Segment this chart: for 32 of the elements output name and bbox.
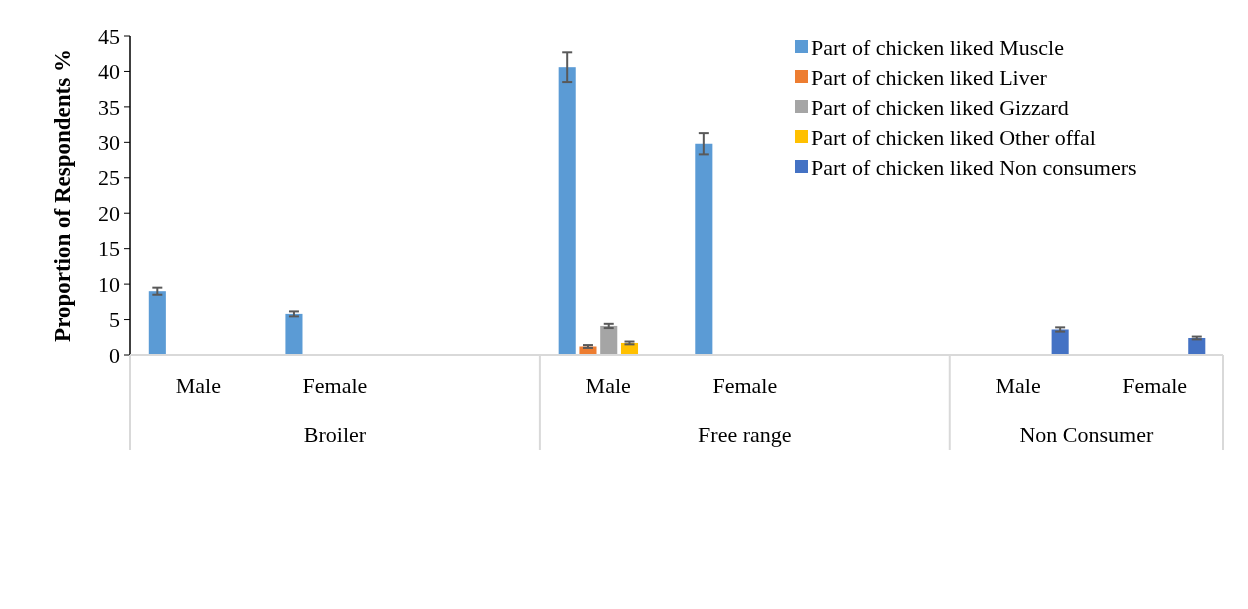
x-tick-label: Male [175, 373, 221, 398]
y-axis-title: Proportion of Respondents % [50, 49, 75, 342]
bar [148, 291, 166, 355]
y-tick-label: 20 [98, 200, 120, 226]
bar [600, 325, 618, 355]
x-tick-label: Female [1122, 373, 1188, 398]
y-tick-label: 40 [98, 59, 120, 85]
bar [1051, 329, 1069, 355]
y-tick-label: 45 [98, 23, 120, 49]
x-tick-label: Male [585, 373, 631, 398]
legend-label: Part of chicken liked Gizzard [811, 94, 1069, 120]
y-tick-label: 25 [98, 165, 120, 191]
x-tick-label: Female [302, 373, 368, 398]
x-tick-label: Male [995, 373, 1041, 398]
x-tick-label: Female [712, 373, 778, 398]
y-tick-label: 30 [98, 130, 120, 156]
y-tick-label: 0 [109, 342, 120, 368]
text: Free range [698, 422, 792, 447]
y-tick-label: 10 [98, 271, 120, 297]
bar [558, 67, 576, 355]
bar [1188, 337, 1206, 355]
legend-label: Part of chicken liked Muscle [811, 34, 1064, 60]
y-tick-label: 5 [109, 307, 120, 333]
legend-label: Part of chicken liked Other offal [811, 124, 1096, 150]
bar [285, 313, 303, 355]
text: Broiler [303, 422, 367, 447]
text: Non Consumer [1019, 422, 1154, 447]
legend-label: Part of chicken liked Non consumers [811, 154, 1137, 180]
bar [695, 143, 713, 355]
y-tick-label: 15 [98, 236, 120, 262]
y-tick-label: 35 [98, 94, 120, 120]
legend-label: Part of chicken liked Liver [811, 64, 1048, 90]
